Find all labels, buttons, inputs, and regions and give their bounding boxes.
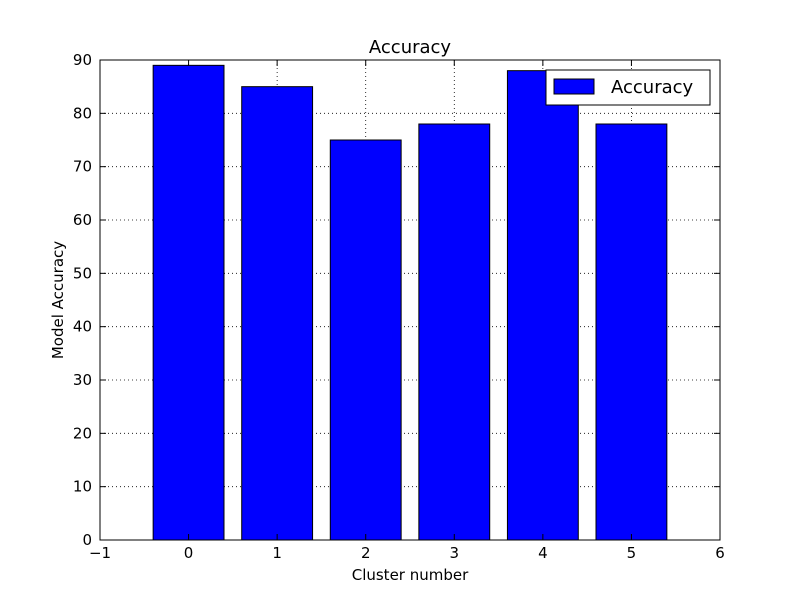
y-tick-label: 30 bbox=[73, 371, 92, 389]
legend-swatch bbox=[553, 78, 595, 95]
y-tick-label: 10 bbox=[73, 478, 92, 496]
bar-cluster-3 bbox=[418, 123, 491, 541]
y-tick-label: 70 bbox=[73, 158, 92, 176]
bar-cluster-2 bbox=[329, 139, 402, 541]
y-tick-label: 0 bbox=[82, 531, 92, 549]
ticks bbox=[99, 59, 721, 541]
legend: Accuracy bbox=[545, 69, 711, 106]
x-tick-label: 3 bbox=[450, 544, 460, 562]
chart-title: Accuracy bbox=[369, 37, 452, 58]
y-tick-label: 60 bbox=[73, 211, 92, 229]
y-tick-label: 40 bbox=[73, 318, 92, 336]
bar-cluster-5 bbox=[595, 123, 668, 541]
x-tick-label: 1 bbox=[272, 544, 282, 562]
legend-label: Accuracy bbox=[611, 77, 694, 98]
x-tick-labels: −1 0 1 2 3 4 5 6 bbox=[89, 544, 725, 562]
y-tick-label: 80 bbox=[73, 104, 92, 122]
x-axis-label: Cluster number bbox=[352, 566, 469, 584]
bar-cluster-1 bbox=[241, 86, 314, 541]
y-tick-labels: 0 10 20 30 40 50 60 70 80 90 bbox=[73, 51, 92, 549]
x-tick-label: 6 bbox=[715, 544, 725, 562]
x-tick-label: 2 bbox=[361, 544, 371, 562]
y-tick-label: 20 bbox=[73, 424, 92, 442]
x-tick-label: 4 bbox=[538, 544, 548, 562]
bars bbox=[152, 64, 668, 541]
y-axis-label: Model Accuracy bbox=[49, 241, 67, 359]
plot-frame bbox=[99, 59, 721, 541]
y-tick-label: 90 bbox=[73, 51, 92, 69]
bar-cluster-4 bbox=[506, 70, 579, 541]
x-tick-label: −1 bbox=[89, 544, 111, 562]
bar-cluster-0 bbox=[152, 64, 225, 541]
x-tick-label: 0 bbox=[184, 544, 194, 562]
y-tick-label: 50 bbox=[73, 264, 92, 282]
x-tick-label: 5 bbox=[627, 544, 637, 562]
